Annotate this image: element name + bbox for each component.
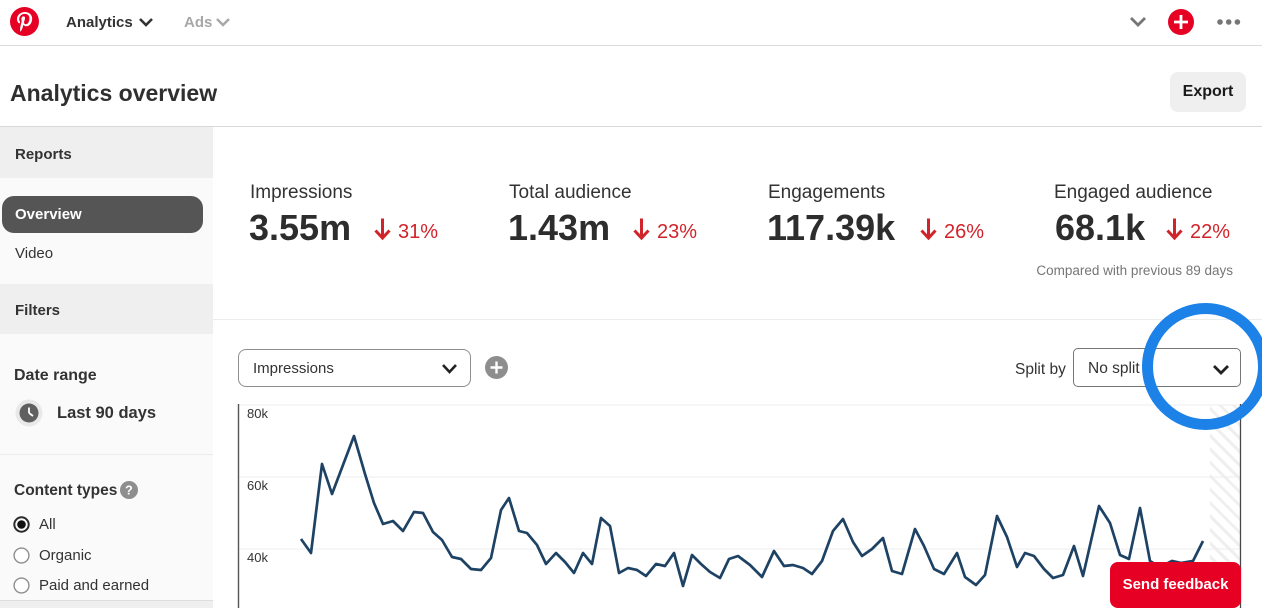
svg-text:?: ? (125, 483, 133, 497)
